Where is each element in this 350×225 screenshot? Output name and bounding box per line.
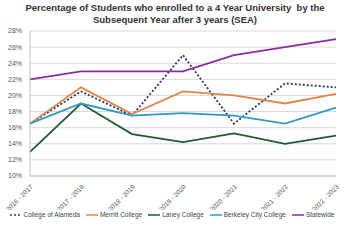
- svg-text:2017 - 2018: 2017 - 2018: [55, 183, 85, 210]
- svg-text:20%: 20%: [8, 92, 22, 99]
- svg-text:2019 - 2020: 2019 - 2020: [157, 183, 187, 210]
- svg-text:2018 - 2019: 2018 - 2019: [106, 183, 136, 210]
- svg-text:12%: 12%: [8, 156, 22, 163]
- svg-text:18%: 18%: [8, 108, 22, 115]
- html-text:Berkeley City College: Berkeley City College: [223, 211, 286, 218]
- html-text:Statewide: Statewide: [305, 211, 335, 218]
- svg-text:2021 - 2022: 2021 - 2022: [259, 183, 289, 210]
- svg-text:16%: 16%: [8, 124, 22, 131]
- svg-text:28%: 28%: [8, 27, 22, 34]
- svg-text:22%: 22%: [8, 76, 22, 83]
- svg-text:2022 - 2023: 2022 - 2023: [310, 183, 340, 210]
- svg-text:14%: 14%: [8, 140, 22, 147]
- svg-text:2016 - 2017: 2016 - 2017: [8, 183, 34, 210]
- svg-text:2020 - 2021: 2020 - 2021: [208, 183, 238, 210]
- svg-text:24%: 24%: [8, 60, 22, 67]
- html-text:Percentage of Students who enr: Percentage of Students who enrolled to a…: [25, 2, 328, 25]
- html-text:Laney College: Laney College: [162, 211, 204, 218]
- svg-text:10%: 10%: [8, 172, 22, 179]
- svg-text:26%: 26%: [8, 44, 22, 51]
- html-text:Merritt College: Merritt College: [99, 211, 143, 218]
- html-text:College of Alameda: College of Alameda: [23, 211, 80, 218]
